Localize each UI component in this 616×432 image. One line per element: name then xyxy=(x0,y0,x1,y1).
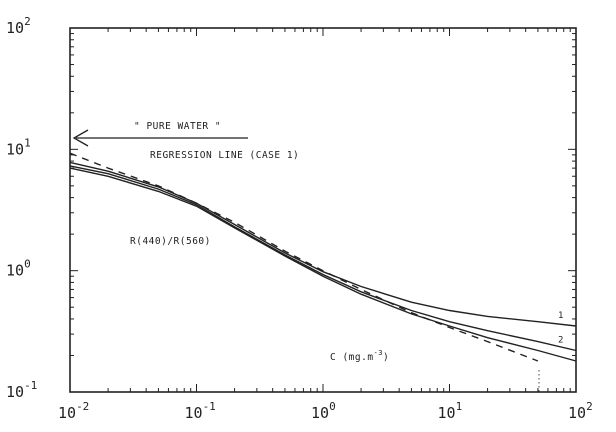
x-axis-title-close: ) xyxy=(383,352,389,363)
y-tick-label: 101 xyxy=(6,136,31,158)
x-axis-title-main: C (mg.m xyxy=(330,352,374,363)
x-tick-label: 102 xyxy=(568,400,593,422)
y-tick-label-base: 10 xyxy=(6,262,24,280)
y-tick-label: 100 xyxy=(6,258,31,280)
y-tick-label: 10-1 xyxy=(6,379,37,401)
x-tick-label-base: 10 xyxy=(58,404,76,422)
x-axis-title: C (mg.m-3) xyxy=(330,349,389,363)
x-tick-label-exponent: 0 xyxy=(329,400,336,413)
x-tick-label: 10-1 xyxy=(185,400,216,422)
x-tick-label-base: 10 xyxy=(568,404,586,422)
x-tick-label-base: 10 xyxy=(185,404,203,422)
y-tick-label-exponent: 0 xyxy=(24,258,31,271)
pure-water-label: " PURE WATER " xyxy=(134,121,221,132)
y-tick-label-exponent: -1 xyxy=(24,379,37,392)
series-line-2 xyxy=(69,165,577,352)
x-tick-label-exponent: -2 xyxy=(76,400,89,413)
x-tick-label-exponent: -1 xyxy=(203,400,216,413)
x-tick-label-exponent: 2 xyxy=(586,400,593,413)
axis-ticks xyxy=(69,28,576,393)
pure-water-arrow-head xyxy=(72,129,89,147)
series-label: 2 xyxy=(558,335,563,345)
y-tick-label-exponent: 1 xyxy=(24,136,31,149)
y-tick-label-exponent: 2 xyxy=(24,15,31,28)
y-tick-label: 102 xyxy=(6,15,31,37)
x-tick-label-base: 10 xyxy=(311,404,329,422)
regression-line-label: REGRESSION LINE (CASE 1) xyxy=(150,150,299,161)
chart-annotations: " PURE WATER " REGRESSION LINE (CASE 1) … xyxy=(72,121,540,392)
x-tick-label: 101 xyxy=(438,400,463,422)
series-line-1 xyxy=(69,161,577,327)
x-axis-title-exponent: -3 xyxy=(374,349,383,357)
x-tick-label: 10-2 xyxy=(58,400,89,422)
y-tick-label-base: 10 xyxy=(6,383,24,401)
x-tick-label-base: 10 xyxy=(438,404,456,422)
ratio-label: R(440)/R(560) xyxy=(130,236,211,247)
series-line-3 xyxy=(69,167,577,362)
y-tick-label-base: 10 xyxy=(6,19,24,37)
chart-series: 12 xyxy=(69,152,577,362)
x-tick-label: 100 xyxy=(311,400,336,422)
y-tick-label-base: 10 xyxy=(6,140,24,158)
series-label: 1 xyxy=(558,311,563,321)
x-tick-label-exponent: 1 xyxy=(456,400,463,413)
